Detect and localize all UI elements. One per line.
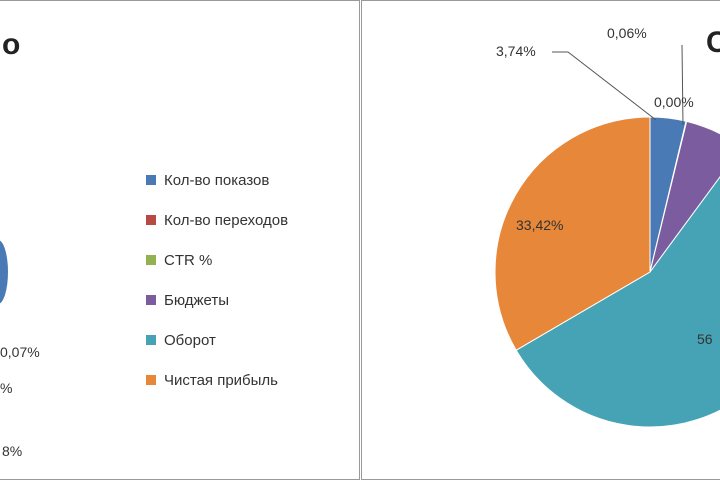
legend-label: Кол-во переходов	[164, 211, 289, 229]
legend-swatch	[146, 375, 156, 385]
legend-swatch	[146, 335, 156, 345]
pie-slices	[494, 116, 720, 428]
slice-data-label-3: 0,00%	[654, 94, 694, 110]
slice-data-label-2: 0,06%	[607, 25, 647, 41]
legend-item-turnover: Оборот	[146, 320, 356, 360]
legend-label: Бюджеты	[164, 291, 230, 309]
legend-item-impressions: Кол-во показов	[146, 160, 356, 200]
pie-slice-5	[515, 176, 720, 428]
legend-label: Чистая прибыль	[164, 371, 278, 389]
legend-label: Кол-во показов	[164, 171, 270, 189]
left-pct-label-3: 8%	[2, 443, 23, 459]
pie-slice-4	[649, 120, 720, 273]
legend-swatch	[146, 255, 156, 265]
left-pct-label-1: 0,07%	[0, 344, 40, 360]
legend-item-ctr: CTR %	[146, 240, 356, 280]
legend-item-clicks: Кол-во переходов	[146, 200, 356, 240]
legend-swatch	[146, 215, 156, 225]
chart-legend: Кол-во показов Кол-во переходов CTR % Бю…	[146, 160, 356, 400]
left-chart-panel	[0, 0, 360, 480]
slice-labels: 3,74% 0,06% 0,00% 56 33,42%	[496, 25, 713, 347]
pie-slice-6	[494, 116, 651, 351]
legend-swatch	[146, 175, 156, 185]
slice-data-label-1: 3,74%	[496, 43, 536, 59]
leader-lines	[552, 44, 684, 126]
slice-data-label-6: 33,42%	[516, 217, 563, 233]
legend-item-net-profit: Чистая прибыль	[146, 360, 356, 400]
legend-label: Оборот	[164, 331, 216, 349]
legend-item-budgets: Бюджеты	[146, 280, 356, 320]
left-pie-fragment	[0, 240, 8, 304]
left-chart-title-fragment: о	[2, 28, 21, 61]
legend-label: CTR %	[164, 251, 213, 269]
leader-line-1	[552, 51, 657, 121]
right-chart-title-fragment: С	[706, 26, 720, 59]
left-pie-slice-fragment	[0, 240, 8, 304]
leader-line-2	[681, 44, 684, 126]
legend-swatch	[146, 295, 156, 305]
left-pct-label-2: %	[0, 380, 13, 396]
slice-data-label-5: 56	[697, 331, 713, 347]
